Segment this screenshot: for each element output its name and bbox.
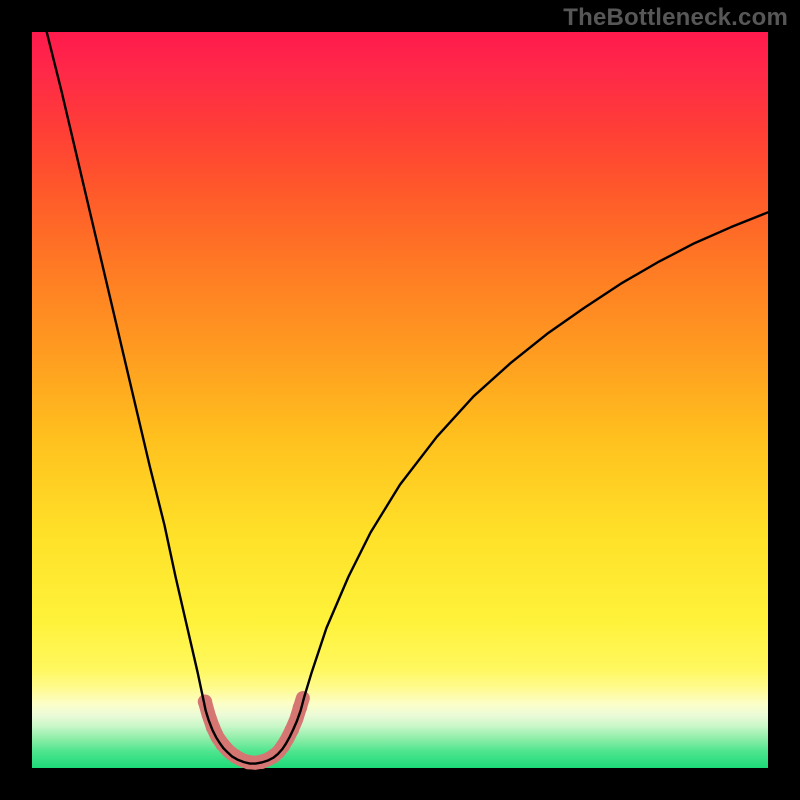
chart-stage: TheBottleneck.com xyxy=(0,0,800,800)
watermark-text: TheBottleneck.com xyxy=(563,4,788,32)
chart-svg xyxy=(0,0,800,800)
plot-background xyxy=(32,32,768,768)
